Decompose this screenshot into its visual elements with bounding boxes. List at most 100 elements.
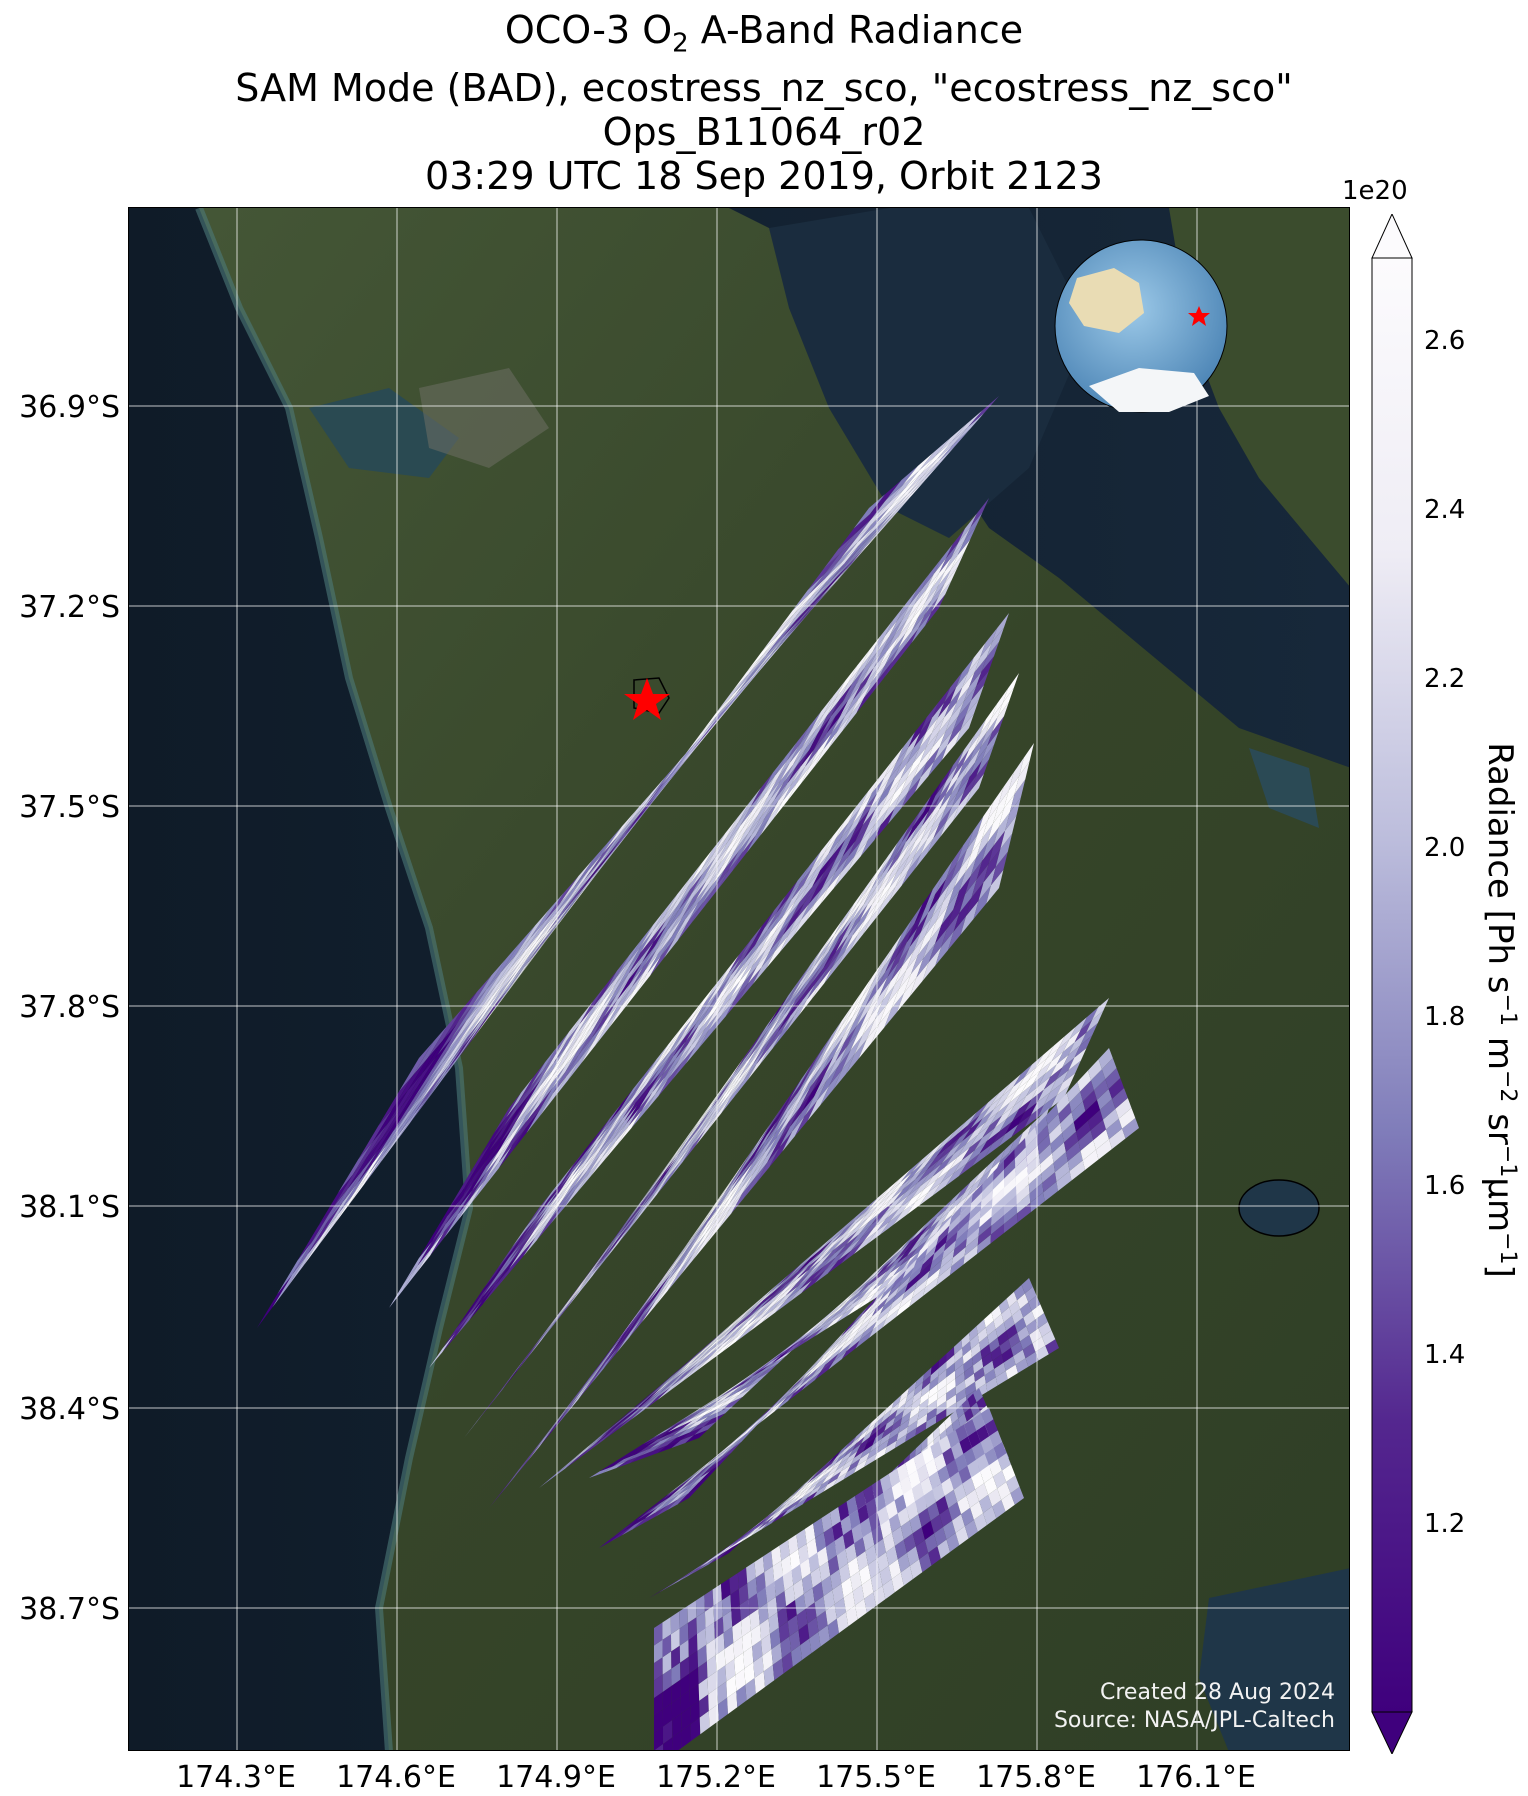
sounding-footprint	[765, 783, 788, 818]
sounding-footprint	[686, 1416, 709, 1430]
sounding-footprint	[945, 1144, 966, 1167]
sounding-footprint	[983, 848, 1001, 883]
sounding-footprint	[723, 1060, 746, 1093]
sounding-footprint	[654, 1709, 663, 1733]
sounding-footprint	[921, 559, 941, 590]
sounding-footprint	[645, 1047, 669, 1082]
sounding-footprint	[485, 1139, 513, 1180]
sounding-footprint	[413, 1024, 448, 1075]
sounding-footprint	[995, 1322, 1007, 1338]
sounding-footprint	[881, 620, 902, 652]
sounding-footprint	[978, 867, 996, 901]
sounding-footprint	[844, 1436, 857, 1450]
sounding-footprint	[928, 1169, 950, 1193]
sounding-footprint	[657, 1161, 681, 1195]
sounding-footprint	[780, 599, 813, 637]
sounding-footprint	[968, 1102, 988, 1125]
sounding-footprint	[644, 1273, 671, 1311]
sounding-footprint	[950, 672, 969, 703]
sounding-footprint	[704, 996, 728, 1030]
sounding-footprint	[718, 1193, 743, 1229]
sounding-footprint	[505, 1349, 532, 1385]
sounding-footprint	[650, 1260, 677, 1298]
sounding-footprint	[938, 687, 957, 718]
sounding-footprint	[908, 1173, 930, 1196]
sounding-footprint	[831, 1006, 852, 1042]
sounding-footprint	[924, 1166, 946, 1190]
sounding-footprint	[878, 1260, 896, 1278]
sounding-footprint	[655, 1499, 678, 1517]
sounding-footprint	[920, 702, 939, 733]
sounding-footprint	[918, 585, 939, 617]
sounding-footprint	[542, 1302, 568, 1337]
sounding-footprint	[925, 1415, 937, 1430]
sounding-footprint	[640, 1171, 665, 1205]
sounding-footprint	[957, 734, 975, 765]
sounding-footprint	[671, 1353, 698, 1377]
map-panel[interactable]: Created 28 Aug 2024 Source: NASA/JPL-Cal…	[128, 207, 1350, 1751]
sounding-footprint	[1017, 1067, 1036, 1090]
sounding-footprint	[716, 1167, 741, 1204]
sounding-footprint	[680, 1690, 691, 1714]
sounding-footprint	[771, 1545, 782, 1567]
sounding-footprint	[852, 651, 873, 684]
sounding-footprint	[645, 1501, 668, 1519]
sounding-footprint	[742, 817, 766, 853]
sounding-footprint	[731, 1604, 741, 1627]
sounding-footprint	[984, 1447, 998, 1466]
sounding-footprint	[892, 618, 913, 650]
sounding-footprint	[1025, 1136, 1038, 1157]
sounding-footprint	[735, 1315, 761, 1339]
sounding-footprint	[852, 904, 873, 936]
sounding-footprint	[749, 1410, 769, 1429]
sounding-footprint	[555, 1283, 582, 1319]
sounding-footprint	[1058, 1026, 1076, 1049]
sounding-footprint	[934, 730, 953, 762]
sounding-footprint	[699, 1015, 722, 1048]
sounding-footprint	[923, 1140, 944, 1163]
sounding-footprint	[672, 1046, 696, 1080]
sounding-footprint	[945, 1121, 966, 1144]
sounding-footprint	[841, 1577, 853, 1598]
sounding-footprint	[541, 1306, 567, 1341]
sounding-footprint	[876, 957, 896, 992]
sounding-footprint	[1004, 1176, 1016, 1197]
sounding-footprint	[1062, 1045, 1081, 1068]
sounding-footprint	[664, 1361, 691, 1385]
sounding-footprint	[694, 1334, 721, 1358]
sounding-footprint	[937, 1465, 950, 1484]
sounding-footprint	[938, 1361, 947, 1377]
sounding-footprint	[849, 1509, 861, 1530]
sounding-footprint	[970, 842, 988, 876]
sounding-footprint	[892, 1283, 908, 1303]
sounding-footprint	[760, 1354, 781, 1369]
sounding-footprint	[756, 1012, 779, 1045]
sounding-footprint	[846, 1221, 870, 1244]
sounding-footprint	[597, 1103, 622, 1138]
sounding-footprint	[383, 1104, 419, 1155]
sounding-footprint	[956, 1220, 970, 1241]
sounding-footprint	[961, 1137, 983, 1161]
sounding-footprint	[1074, 1035, 1093, 1058]
sounding-footprint	[923, 924, 942, 959]
sounding-footprint	[942, 1240, 956, 1260]
sounding-footprint	[643, 929, 668, 967]
sounding-footprint	[848, 791, 868, 823]
sounding-footprint	[925, 1268, 941, 1288]
sounding-footprint	[909, 1559, 923, 1579]
sounding-footprint	[1004, 1204, 1018, 1224]
sounding-footprint	[756, 1031, 779, 1065]
sounding-footprint	[515, 1338, 542, 1373]
sounding-footprint	[721, 1080, 744, 1113]
sounding-footprint	[690, 1560, 709, 1573]
sounding-footprint	[986, 1160, 1001, 1181]
sounding-footprint	[965, 1121, 986, 1145]
sounding-footprint	[893, 1202, 916, 1225]
sounding-footprint	[760, 800, 783, 836]
sounding-footprint	[807, 1085, 830, 1121]
sounding-footprint	[956, 657, 974, 688]
sounding-footprint	[754, 1362, 776, 1378]
sounding-footprint	[833, 1216, 856, 1240]
sounding-footprint	[844, 1297, 863, 1314]
sounding-footprint	[741, 1529, 759, 1542]
